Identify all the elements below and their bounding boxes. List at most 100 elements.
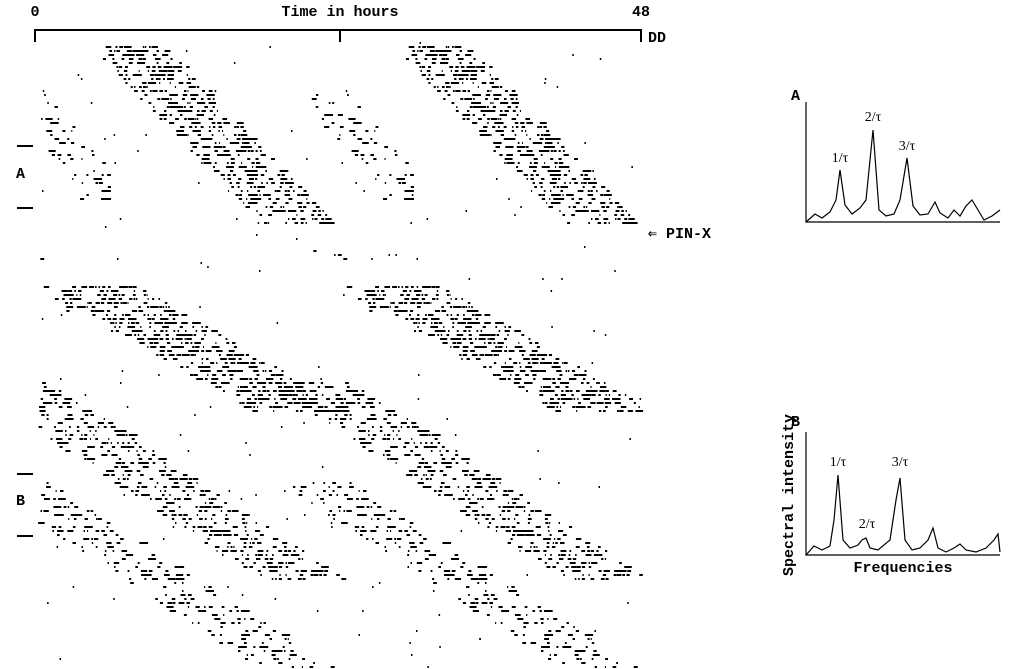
activity-dot bbox=[337, 138, 340, 140]
activity-dot bbox=[268, 222, 270, 224]
activity-dot bbox=[388, 414, 391, 416]
activity-dot bbox=[563, 214, 566, 216]
activity-dot bbox=[280, 650, 282, 652]
activity-dot bbox=[120, 218, 122, 220]
activity-dot bbox=[188, 118, 191, 120]
activity-dot bbox=[547, 514, 552, 516]
activity-dot bbox=[232, 358, 235, 360]
activity-dot bbox=[126, 446, 128, 448]
activity-dot bbox=[599, 222, 601, 224]
activity-dot bbox=[104, 418, 105, 420]
activity-dot bbox=[311, 502, 312, 504]
activity-dot bbox=[535, 342, 537, 344]
activity-dot bbox=[89, 302, 92, 304]
activity-dot bbox=[200, 494, 203, 496]
activity-dot bbox=[442, 86, 445, 88]
activity-dot bbox=[223, 174, 225, 176]
activity-dot bbox=[194, 374, 196, 376]
activity-dot bbox=[405, 286, 408, 288]
activity-dot bbox=[343, 258, 347, 260]
activity-dot bbox=[558, 530, 561, 532]
activity-dot bbox=[346, 90, 347, 92]
activity-dot bbox=[430, 326, 432, 328]
activity-dot bbox=[257, 198, 260, 200]
activity-dot bbox=[421, 430, 430, 432]
activity-dot bbox=[449, 86, 451, 88]
activity-dot bbox=[515, 122, 519, 124]
activity-dot bbox=[203, 350, 204, 352]
activity-dot bbox=[59, 406, 63, 408]
activity-dot bbox=[338, 506, 341, 508]
activity-dot bbox=[576, 538, 581, 540]
activity-dot bbox=[42, 190, 44, 192]
activity-dot bbox=[347, 94, 349, 96]
activity-dot bbox=[121, 466, 124, 468]
activity-dot bbox=[266, 378, 269, 380]
activity-dot bbox=[87, 530, 88, 532]
activity-dot bbox=[482, 62, 485, 64]
activity-dot bbox=[482, 82, 486, 84]
activity-dot bbox=[315, 410, 318, 412]
activity-dot bbox=[322, 118, 324, 120]
activity-dot bbox=[276, 210, 277, 212]
activity-dot bbox=[530, 342, 532, 344]
activity-dot bbox=[188, 78, 190, 80]
activity-dot bbox=[191, 150, 193, 152]
activity-dot bbox=[204, 106, 208, 108]
activity-dot bbox=[238, 646, 247, 648]
activity-dot bbox=[525, 118, 530, 120]
activity-dot bbox=[512, 502, 516, 504]
activity-dot bbox=[266, 550, 268, 552]
activity-dot bbox=[137, 486, 140, 488]
activity-dot bbox=[82, 158, 83, 160]
activity-dot bbox=[101, 530, 105, 532]
activity-dot bbox=[94, 538, 98, 540]
activity-dot bbox=[227, 586, 229, 588]
activity-dot bbox=[538, 354, 547, 356]
activity-dot bbox=[179, 602, 185, 604]
activity-dot bbox=[591, 578, 595, 580]
activity-dot bbox=[81, 146, 85, 148]
activity-dot bbox=[104, 138, 106, 140]
activity-dot bbox=[265, 558, 269, 560]
activity-dot bbox=[201, 162, 202, 164]
activity-dot bbox=[482, 566, 488, 568]
activity-dot bbox=[284, 550, 287, 552]
activity-dot bbox=[314, 574, 318, 576]
activity-dot bbox=[154, 342, 156, 344]
activity-dot bbox=[306, 158, 308, 160]
activity-dot bbox=[627, 570, 631, 572]
activity-dot bbox=[507, 586, 508, 588]
activity-dot bbox=[394, 310, 398, 312]
activity-dot bbox=[275, 402, 278, 404]
activity-dot bbox=[137, 338, 144, 340]
activity-dot bbox=[135, 494, 137, 496]
activity-dot bbox=[589, 566, 591, 568]
activity-dot bbox=[546, 150, 550, 152]
activity-dot bbox=[481, 346, 487, 348]
activity-dot bbox=[331, 402, 335, 404]
activity-dot bbox=[92, 306, 96, 308]
activity-dot bbox=[419, 330, 422, 332]
activity-dot bbox=[90, 414, 94, 416]
activity-dot bbox=[417, 50, 418, 52]
activity-dot bbox=[491, 498, 492, 500]
activity-dot bbox=[179, 82, 183, 84]
activity-dot bbox=[130, 582, 134, 584]
activity-dot bbox=[47, 602, 49, 604]
activity-dot bbox=[154, 330, 156, 332]
activity-dot bbox=[285, 202, 288, 204]
activity-dot bbox=[476, 502, 478, 504]
activity-dot bbox=[599, 410, 601, 412]
activity-dot bbox=[405, 442, 410, 444]
activity-dot bbox=[389, 174, 391, 176]
activity-dot bbox=[420, 302, 422, 304]
activity-dot bbox=[367, 294, 373, 296]
activity-dot bbox=[475, 514, 477, 516]
activity-dot bbox=[303, 402, 305, 404]
activity-dot bbox=[561, 550, 567, 552]
activity-dot bbox=[549, 198, 550, 200]
activity-dot bbox=[56, 490, 57, 492]
activity-dot bbox=[442, 462, 451, 464]
activity-dot bbox=[472, 314, 474, 316]
